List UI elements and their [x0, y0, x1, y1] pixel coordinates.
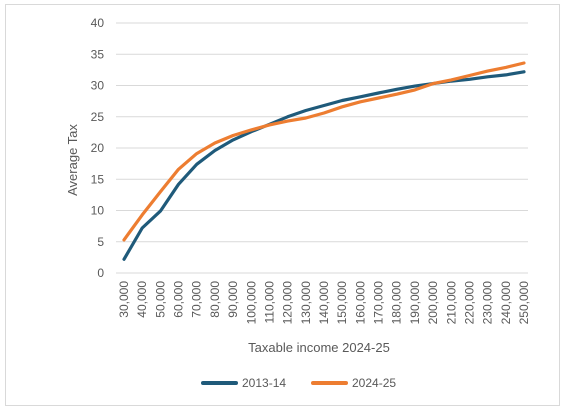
x-tick-label: 170,000	[372, 281, 386, 325]
x-tick-label: 190,000	[408, 281, 422, 325]
x-tick-label: 60,000	[172, 281, 186, 318]
x-tick-label: 150,000	[335, 281, 349, 325]
line-chart: 0 5 10 15 20 25 30 35 40 30,000 40,000 50,000 60,00…	[65, 16, 531, 390]
y-tick-label: 10	[91, 204, 105, 218]
y-tick-label: 20	[91, 141, 105, 155]
y-axis-ticks: 0 5 10 15 20 25 30 35 40	[91, 16, 105, 280]
x-tick-label: 130,000	[299, 281, 313, 325]
gridlines	[116, 22, 528, 274]
legend-label-2024-25: 2024-25	[352, 376, 396, 390]
x-tick-label: 90,000	[226, 281, 240, 318]
x-tick-label: 30,000	[117, 281, 131, 318]
series-line-2013-14	[122, 70, 526, 261]
y-tick-label: 0	[97, 266, 104, 280]
x-axis-ticks: 30,000 40,000 50,000 60,000 70,000 80,000 90,0…	[117, 281, 531, 325]
y-tick-label: 30	[91, 79, 105, 93]
y-tick-label: 25	[91, 110, 105, 124]
y-tick-label: 15	[91, 172, 105, 186]
x-tick-label: 200,000	[426, 281, 440, 325]
x-axis-title: Taxable income 2024-25	[248, 340, 390, 355]
x-tick-label: 50,000	[153, 281, 167, 318]
legend: 2013-14 2024-25	[201, 376, 396, 390]
x-tick-label: 100,000	[244, 281, 258, 325]
x-tick-label: 120,000	[281, 281, 295, 325]
x-tick-label: 240,000	[499, 281, 513, 325]
x-tick-label: 80,000	[208, 281, 222, 318]
y-tick-label: 40	[91, 16, 105, 30]
series-lines	[122, 61, 526, 261]
legend-label-2013-14: 2013-14	[242, 376, 286, 390]
x-tick-label: 40,000	[135, 281, 149, 318]
x-tick-label: 70,000	[190, 281, 204, 318]
x-tick-label: 250,000	[517, 281, 531, 325]
x-tick-label: 220,000	[462, 281, 476, 325]
y-axis-title: Average Tax	[65, 124, 80, 196]
y-tick-label: 5	[97, 235, 104, 249]
x-tick-label: 140,000	[317, 281, 331, 325]
x-tick-label: 160,000	[353, 281, 367, 325]
x-tick-label: 210,000	[444, 281, 458, 325]
x-tick-label: 110,000	[262, 281, 276, 324]
series-line-2024-25	[122, 61, 526, 242]
chart-area: 0 5 10 15 20 25 30 35 40 30,000 40,000 50,000 60,00…	[5, 4, 560, 406]
y-tick-label: 35	[91, 47, 105, 61]
x-tick-label: 230,000	[481, 281, 495, 325]
x-tick-label: 180,000	[390, 281, 404, 325]
